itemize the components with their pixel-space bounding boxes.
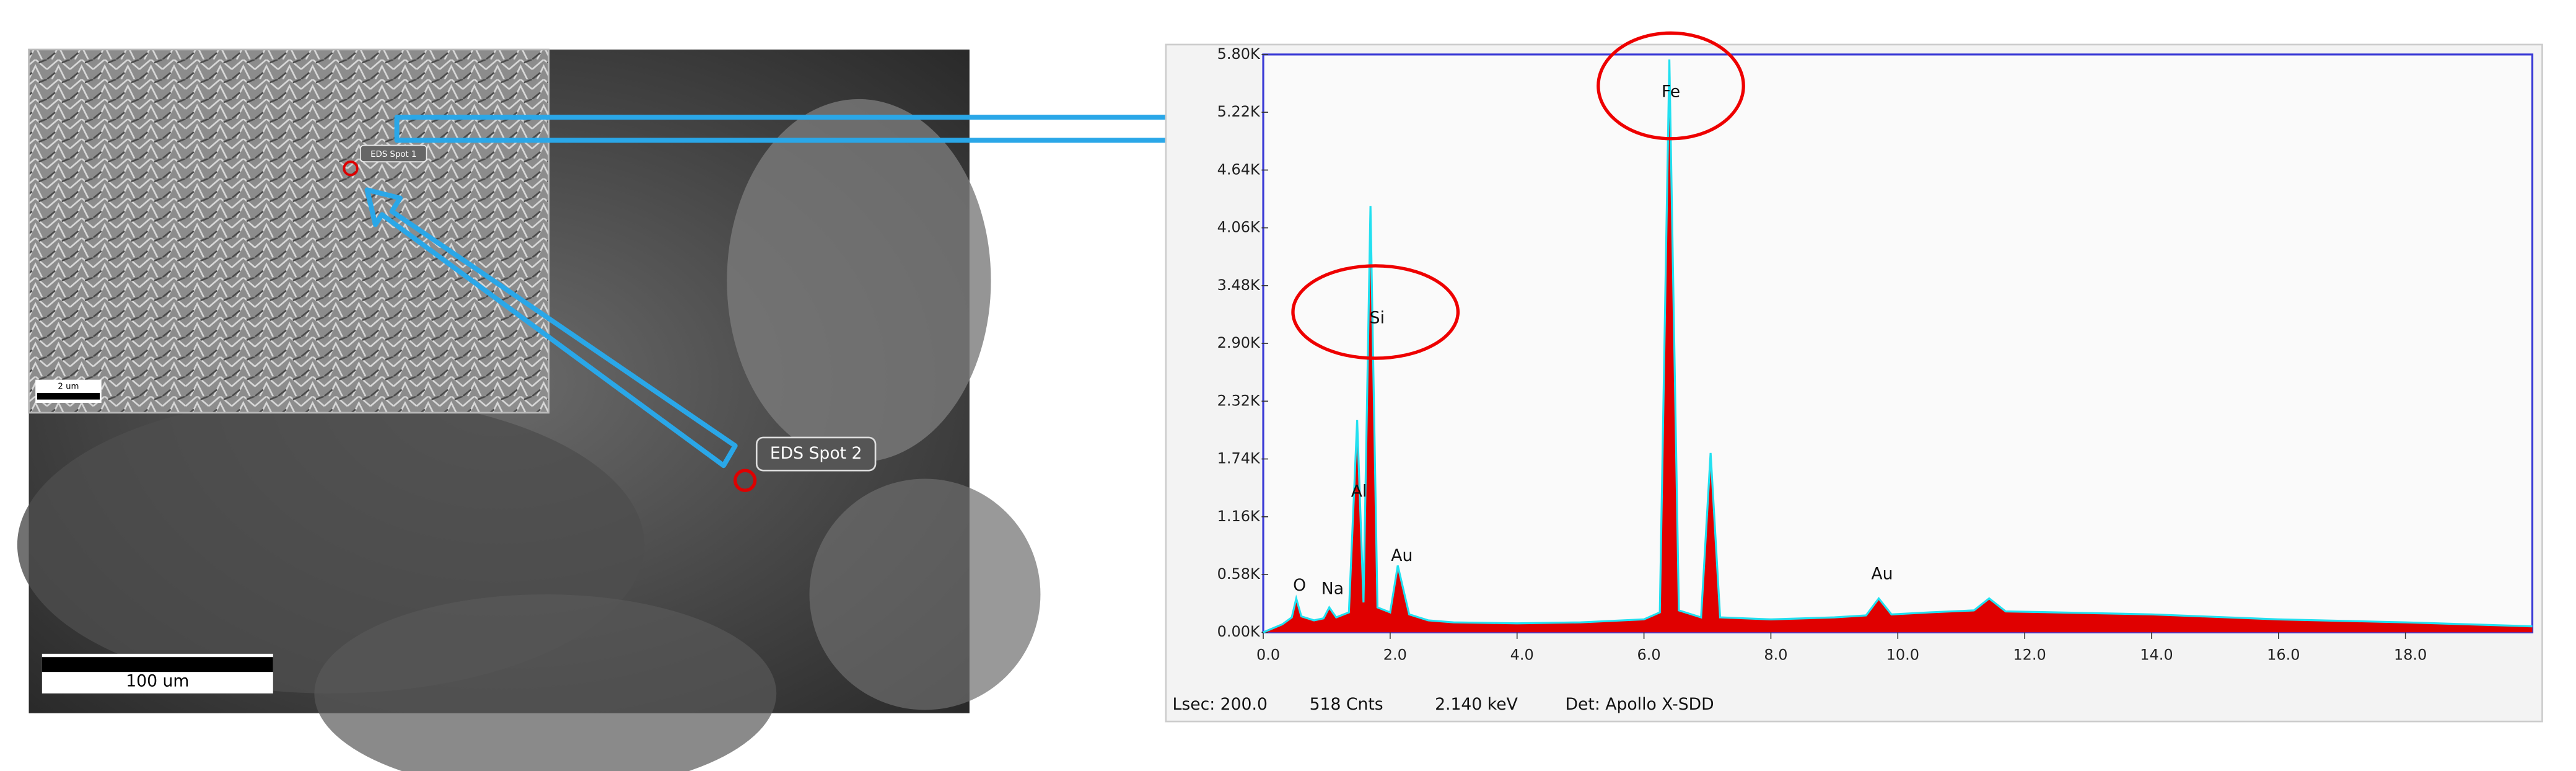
peak-label: O — [1293, 576, 1306, 595]
footer-text: Det: Apollo X-SDD — [1566, 695, 1714, 714]
peak-label: Si — [1370, 309, 1385, 328]
y-tick-label: 5.22K — [1217, 103, 1261, 120]
highlight — [1597, 31, 1745, 141]
peak-label: Au — [1391, 546, 1413, 565]
plot: 0.00K 0.58K 1.16K 1.74K 2.32K 2.90K 3.48K 4.06K… — [1217, 45, 2533, 664]
peak-label: Fe — [1662, 82, 1680, 102]
highlight — [1291, 264, 1460, 360]
y-tick-label: 2.32K — [1217, 392, 1261, 409]
x-tick-label: 2.0 — [1383, 646, 1407, 664]
x-tick-label: 18.0 — [2394, 646, 2427, 664]
peak-labels: O Na Al Si Au Fe Au — [1293, 82, 1893, 599]
y-tick-label: 3.48K — [1217, 276, 1261, 294]
peak-label: Al — [1351, 482, 1367, 501]
y-tick-label: 5.80K — [1217, 45, 1261, 63]
spot-label: EDS Spot 1 — [370, 150, 416, 159]
y-tick-label: 2.90K — [1217, 334, 1261, 351]
x-tick-label: 12.0 — [2013, 646, 2046, 664]
y-tick-label: 1.74K — [1217, 450, 1261, 467]
footer-text: 518 Cnts — [1310, 695, 1383, 714]
footer-text: 2.140 keV — [1435, 695, 1518, 714]
y-tick-label: 0.00K — [1217, 623, 1261, 640]
x-tick-label: 6.0 — [1637, 646, 1661, 664]
peak-label: Au — [1871, 565, 1893, 584]
x-tick-label: 0.0 — [1256, 646, 1280, 664]
scale-bar-label: 2 um — [58, 382, 79, 391]
y-tick-label: 4.06K — [1217, 219, 1261, 236]
x-tick-label: 10.0 — [1886, 646, 1919, 664]
peak-label: Na — [1321, 579, 1344, 598]
footer-text: Lsec: 200.0 — [1173, 695, 1268, 714]
spectrum-line — [1263, 59, 2533, 633]
y-tick-label: 1.16K — [1217, 508, 1261, 525]
x-tick-label: 4.0 — [1510, 646, 1534, 664]
x-tick-label: 8.0 — [1764, 646, 1787, 664]
sem-image: EDS Spot 2 EDS Spot 1 100 um 2 um — [17, 48, 1041, 771]
x-tick-label: 16.0 — [2267, 646, 2300, 664]
y-tick-label: 4.64K — [1217, 161, 1261, 178]
plot-area — [1262, 53, 2534, 633]
spot-label: EDS Spot 2 — [770, 444, 862, 463]
x-tick-label: 14.0 — [2140, 646, 2173, 664]
scale-bar-label: 100 um — [126, 672, 189, 691]
y-tick-label: 0.58K — [1217, 565, 1261, 583]
